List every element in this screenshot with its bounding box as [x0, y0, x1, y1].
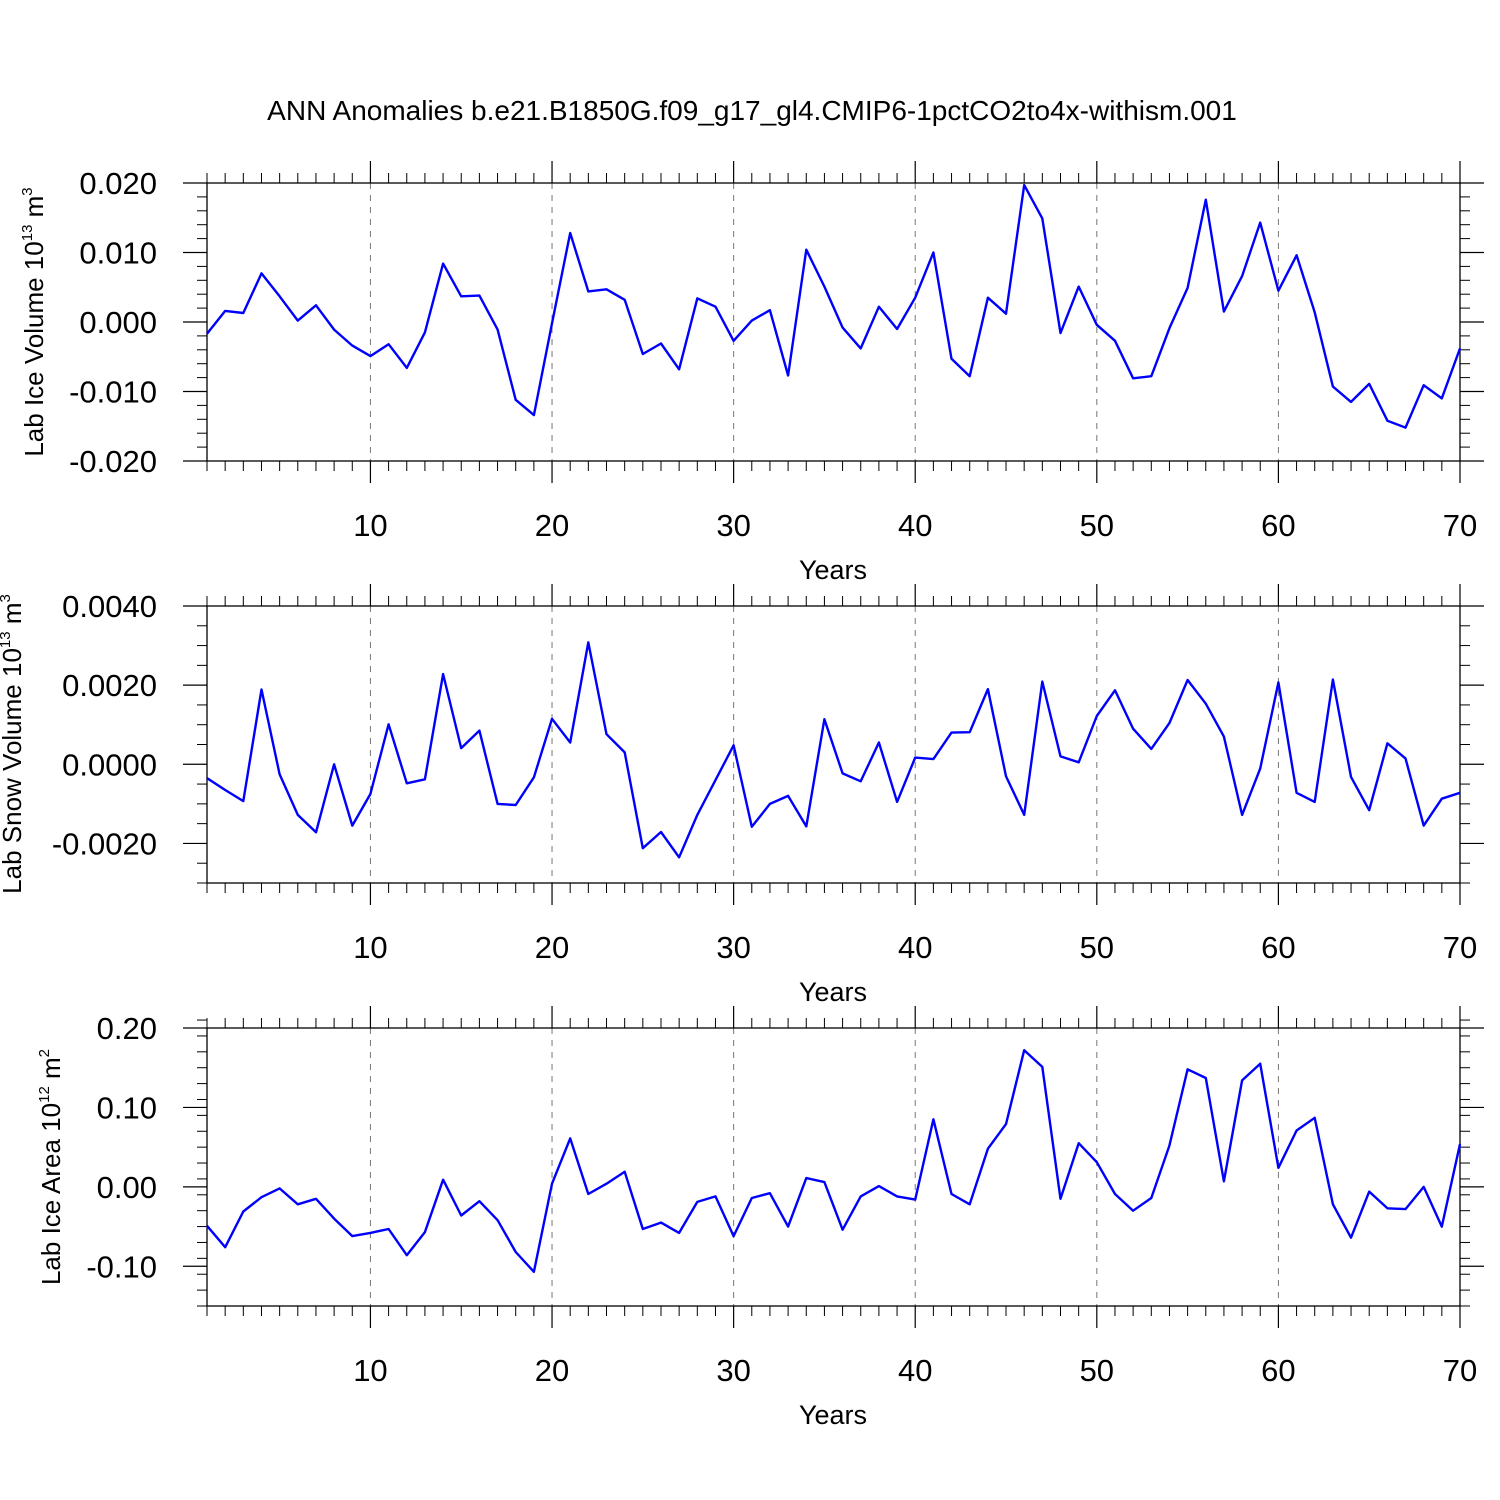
ylabel-unit-exponent: 3 — [0, 594, 14, 602]
x-tick-label: 50 — [1080, 1353, 1114, 1388]
y-tick-label: 0.000 — [79, 305, 157, 340]
y-tick-label: -0.10 — [86, 1249, 157, 1284]
x-tick-label: 30 — [716, 1353, 750, 1388]
y-tick-label: 0.010 — [79, 236, 157, 271]
y-tick-label: -0.020 — [69, 444, 157, 479]
x-tick-label: 20 — [535, 930, 569, 965]
x-tick-label: 60 — [1261, 508, 1295, 543]
x-tick-label: 20 — [535, 1353, 569, 1388]
x-tick-label: 70 — [1443, 1353, 1477, 1388]
y-tick-label: 0.0020 — [62, 668, 157, 703]
ylabel-unit: m — [19, 196, 49, 225]
panel-snow-volume: Lab Snow Volume 1013 m3 Years 10 20 30 40 50… — [0, 584, 1484, 1007]
y-tick-label: -0.0020 — [52, 826, 157, 861]
panel-ice-volume-xlabel: Years — [799, 555, 867, 585]
panel-ice-volume: Lab Ice Volume 1013 m3 Years 10 20 30 40 50 6… — [19, 161, 1484, 585]
figure-title: ANN Anomalies b.e21.B1850G.f09_g17_gl4.C… — [267, 95, 1237, 126]
ylabel-unit-exponent: 3 — [19, 187, 36, 195]
x-tick-label: 60 — [1261, 930, 1295, 965]
x-tick-label: 60 — [1261, 1353, 1295, 1388]
ylabel-unit: m — [36, 1057, 66, 1086]
x-tick-label: 70 — [1443, 508, 1477, 543]
plot-frame — [206, 1027, 1461, 1307]
y-tick-label: 0.020 — [79, 166, 157, 201]
ylabel-unit-exponent: 2 — [36, 1049, 53, 1057]
panel-snow-volume-xlabel: Years — [799, 977, 867, 1007]
panel-ice-area-xlabel: Years — [799, 1400, 867, 1430]
ylabel-prefix: Lab Snow Volume 10 — [0, 648, 27, 894]
x-tick-label: 20 — [535, 508, 569, 543]
x-tick-label: 40 — [898, 930, 932, 965]
y-tick-label: 0.00 — [97, 1170, 157, 1205]
panel-ice-volume-ylabel: Lab Ice Volume 1013 m3 — [19, 187, 49, 456]
x-tick-label: 10 — [353, 930, 387, 965]
y-tick-label: 0.0000 — [62, 747, 157, 782]
panel-ice-area-ylabel: Lab Ice Area 1012 m2 — [36, 1049, 66, 1285]
plot-frame — [206, 182, 1461, 462]
ylabel-prefix: Lab Ice Volume 10 — [19, 241, 49, 456]
y-tick-label: 0.10 — [97, 1090, 157, 1125]
ylabel-exponent: 13 — [19, 225, 36, 242]
ylabel-unit: m — [0, 603, 27, 632]
x-tick-label: 30 — [716, 508, 750, 543]
ylabel-prefix: Lab Ice Area 10 — [36, 1103, 66, 1285]
series-line — [206, 183, 1462, 429]
x-tick-label: 40 — [898, 508, 932, 543]
x-tick-label: 10 — [353, 1353, 387, 1388]
x-tick-label: 30 — [716, 930, 750, 965]
x-tick-label: 10 — [353, 508, 387, 543]
x-tick-label: 50 — [1080, 930, 1114, 965]
y-tick-label: 0.0040 — [62, 589, 157, 624]
ylabel-exponent: 13 — [0, 631, 14, 648]
panel-ice-area: Lab Ice Area 1012 m2 Years 10 20 30 40 50 60 7… — [36, 1006, 1484, 1430]
panel-snow-volume-ylabel: Lab Snow Volume 1013 m3 — [0, 594, 27, 894]
x-tick-label: 50 — [1080, 508, 1114, 543]
y-tick-label: 0.20 — [97, 1011, 157, 1046]
series-line — [206, 1048, 1462, 1274]
y-tick-label: -0.010 — [69, 375, 157, 410]
series-line — [206, 641, 1461, 859]
x-tick-label: 70 — [1443, 930, 1477, 965]
x-tick-label: 40 — [898, 1353, 932, 1388]
ylabel-exponent: 12 — [36, 1086, 53, 1103]
